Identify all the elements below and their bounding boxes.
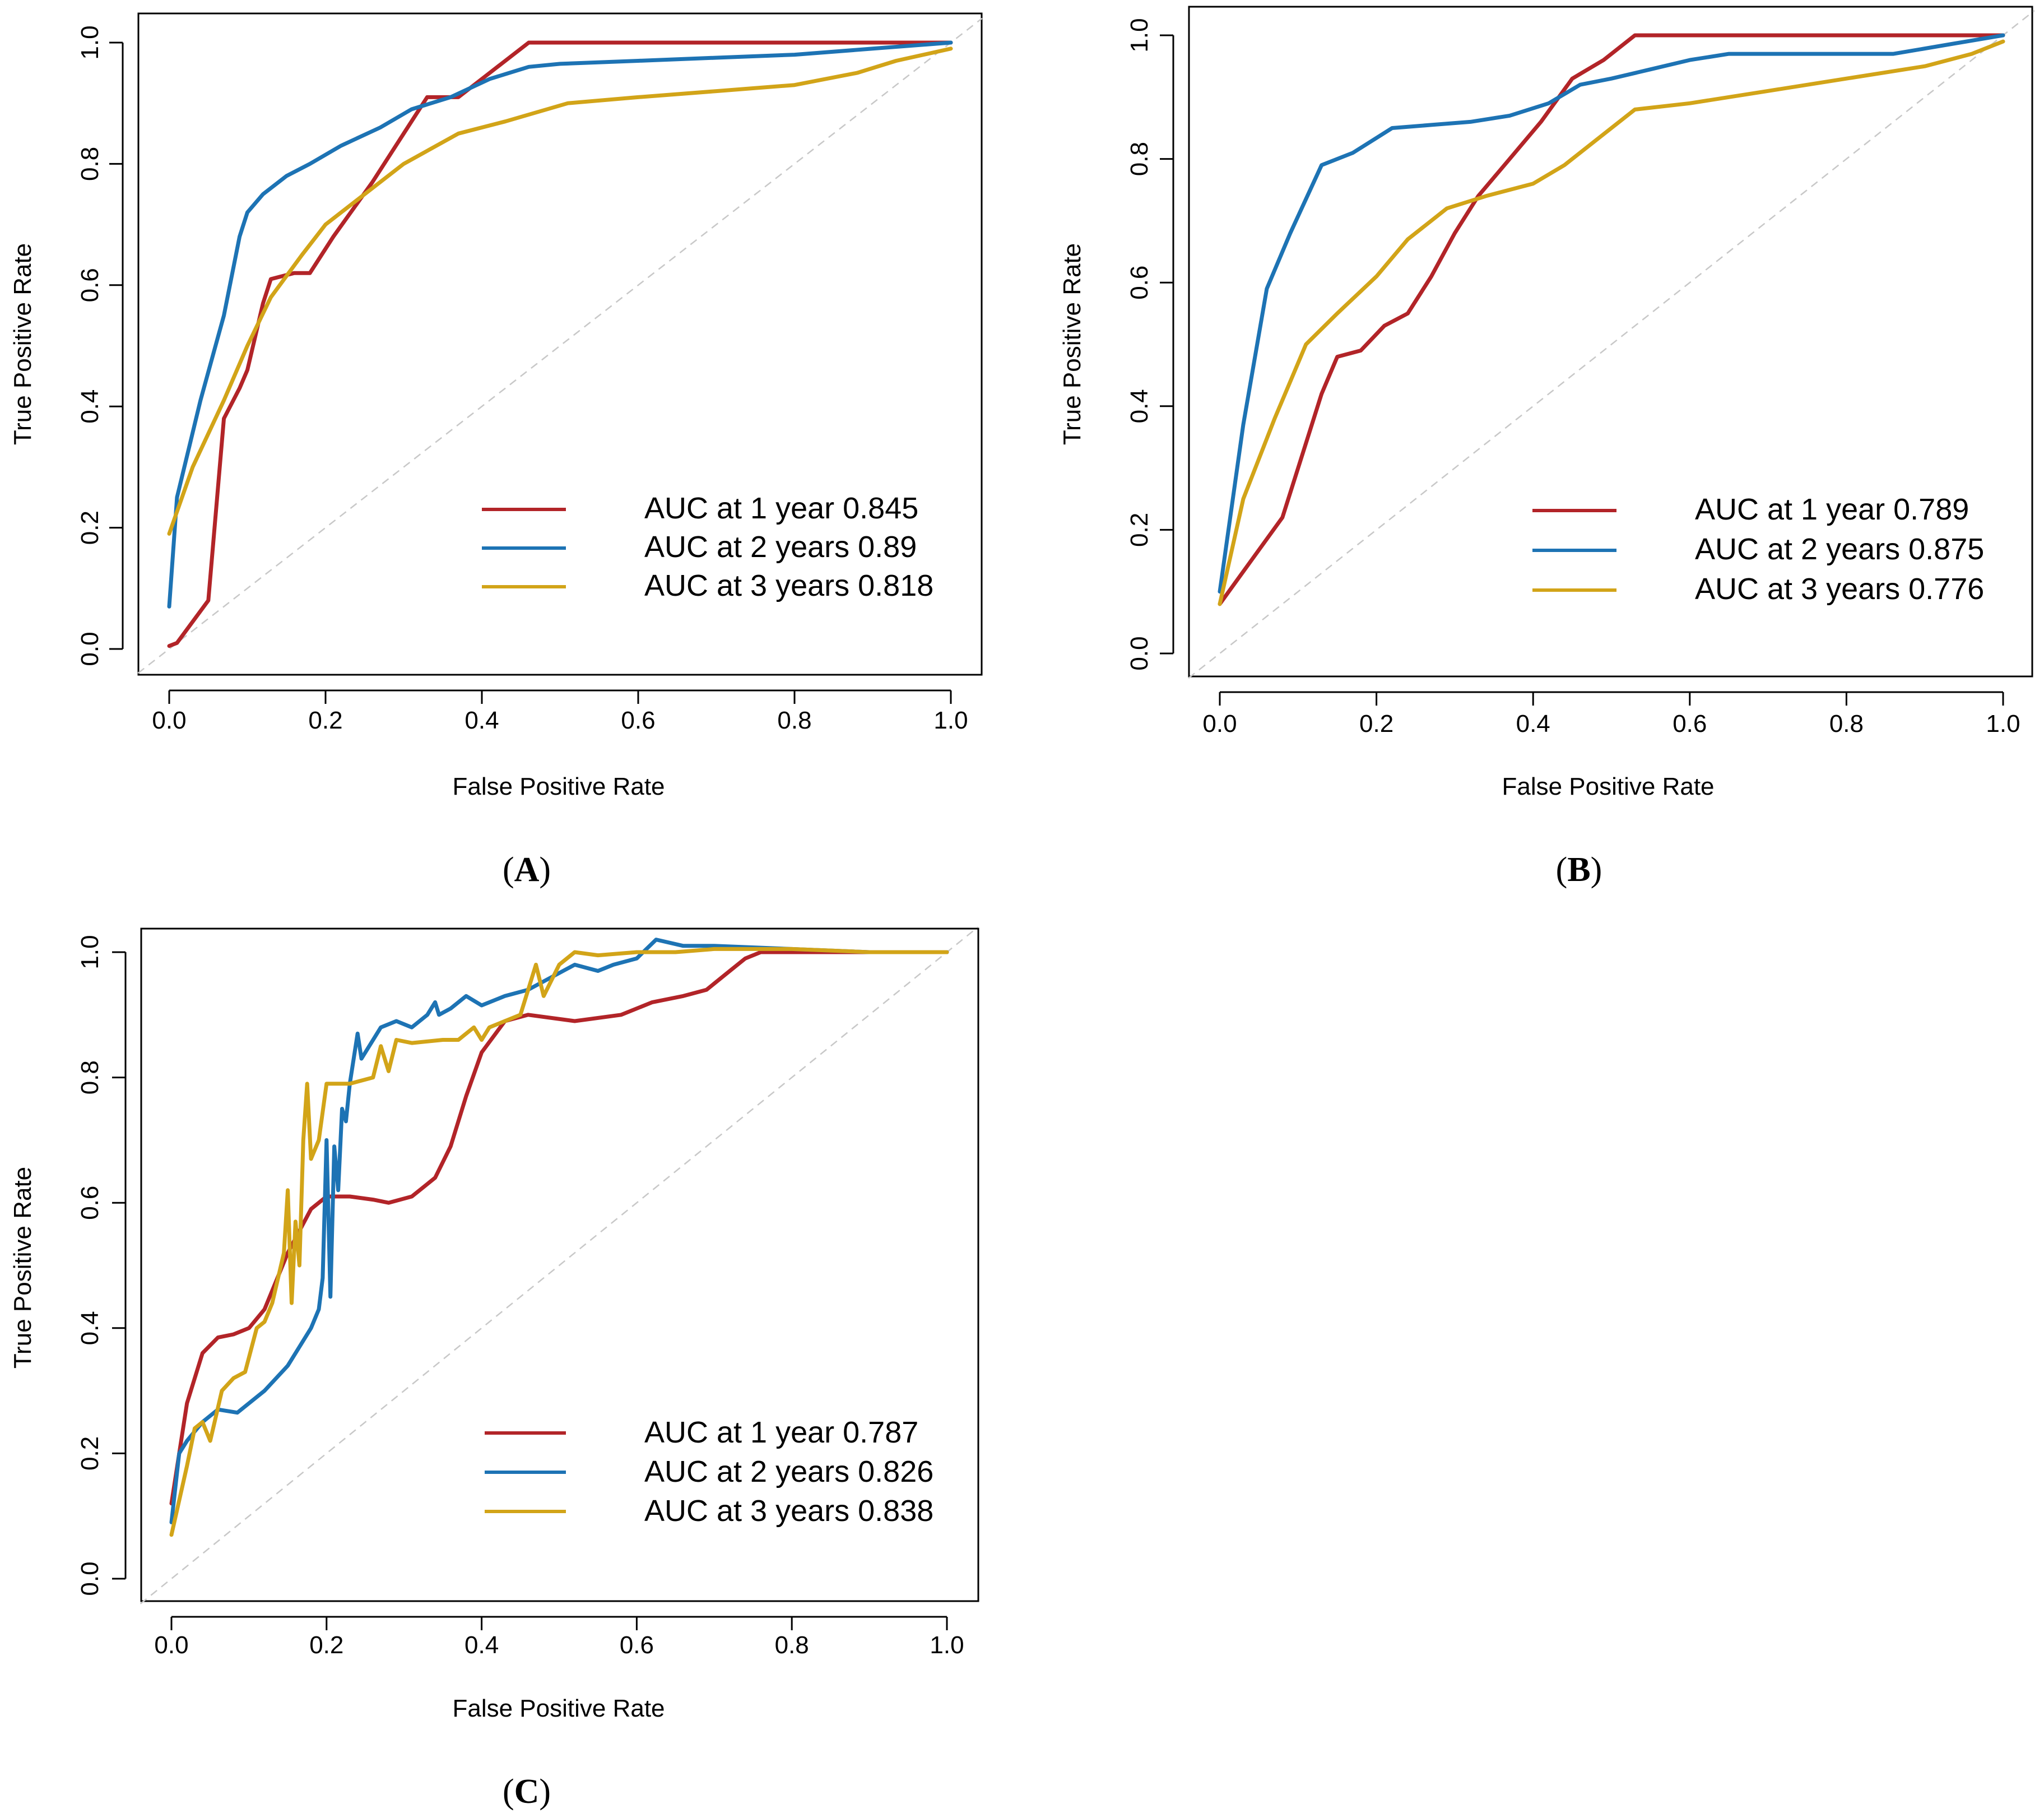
series-line-1-year <box>1218 33 2005 606</box>
x-tick-label: 0.2 <box>1359 710 1393 738</box>
y-tick-label: 0.4 <box>76 1311 104 1345</box>
x-tick-label: 1.0 <box>1986 710 2020 738</box>
y-tick-label: 0.0 <box>1126 636 1153 670</box>
series-layer <box>1218 33 2005 606</box>
x-axis: 0.0 0.2 0.4 0.6 0.8 1.0 <box>1202 691 2020 738</box>
x-tick-label: 0.6 <box>620 1631 654 1659</box>
x-axis-label: False Positive Rate <box>452 1695 665 1722</box>
legend-label-1-year: AUC at 1 year 0.845 <box>644 491 918 525</box>
y-tick-label: 0.6 <box>1126 266 1153 300</box>
x-tick-label: 0.6 <box>621 707 655 734</box>
y-tick-label: 0.2 <box>76 511 104 545</box>
x-tick-label: 0.2 <box>308 707 342 734</box>
plot-frame <box>1188 6 2033 678</box>
x-tick-label: 0.6 <box>1673 710 1707 738</box>
x-tick-label: 0.4 <box>464 707 499 734</box>
y-tick-label: 1.0 <box>76 935 104 969</box>
y-tick-label: 0.4 <box>76 389 104 424</box>
legend-label-3-years: AUC at 3 years 0.776 <box>1695 572 1984 606</box>
y-tick-label: 0.2 <box>1126 513 1153 547</box>
y-axis-label: True Positive Rate <box>9 1167 36 1369</box>
series-layer <box>169 938 949 1537</box>
x-tick-label: 0.4 <box>1516 710 1550 738</box>
series-line-1-year <box>169 950 949 1506</box>
panel-caption-c: (C) <box>503 1773 551 1811</box>
y-tick-label: 0.0 <box>76 632 104 666</box>
y-tick-label: 1.0 <box>1126 18 1153 52</box>
y-axis-label: True Positive Rate <box>1058 243 1086 445</box>
legend-label-2-years: AUC at 2 years 0.875 <box>1695 532 1984 566</box>
series-line-2-years <box>169 938 949 1524</box>
x-tick-label: 0.8 <box>775 1631 809 1659</box>
reference-diagonal <box>1188 10 2035 679</box>
x-tick-label: 0.0 <box>154 1631 188 1659</box>
y-tick-label: 0.0 <box>76 1561 104 1596</box>
x-axis-label: False Positive Rate <box>1502 773 1714 800</box>
y-axis: 0.0 0.2 0.4 0.6 0.8 1.0 <box>1126 18 1174 671</box>
legend-label-3-years: AUC at 3 years 0.838 <box>644 1494 933 1528</box>
panel-b: 0.0 0.2 0.4 0.6 0.8 1.0 0.0 0.2 0.4 0.6 0.8 1.0 Fa… <box>1058 6 2035 889</box>
y-tick-label: 0.8 <box>76 147 104 181</box>
panel-c: 0.0 0.2 0.4 0.6 0.8 1.0 0.0 0.2 0.4 0.6 0.8 1.0 Fa… <box>9 926 979 1811</box>
series-layer <box>167 40 953 648</box>
y-tick-label: 1.0 <box>76 25 104 59</box>
series-line-1-year <box>167 40 953 648</box>
series-line-2-years <box>167 40 953 609</box>
x-tick-label: 0.8 <box>1829 710 1864 738</box>
x-tick-label: 0.4 <box>464 1631 499 1659</box>
legend-label-3-years: AUC at 3 years 0.818 <box>644 569 933 602</box>
y-tick-label: 0.8 <box>1126 142 1153 176</box>
legend: AUC at 1 year 0.789 AUC at 2 years 0.875… <box>1532 493 1984 606</box>
plot-frame <box>137 12 983 676</box>
reference-diagonal <box>137 17 983 674</box>
plot-frame <box>140 927 979 1602</box>
series-line-3-years <box>1218 39 2005 606</box>
y-tick-label: 0.6 <box>76 1186 104 1220</box>
x-tick-label: 1.0 <box>930 1631 964 1659</box>
series-line-3-years <box>169 947 949 1537</box>
panel-caption-a: (A) <box>503 851 551 889</box>
series-line-3-years <box>167 47 953 536</box>
y-axis: 0.0 0.2 0.4 0.6 0.8 1.0 <box>76 25 124 666</box>
y-axis-label: True Positive Rate <box>9 243 36 445</box>
legend-label-2-years: AUC at 2 years 0.89 <box>644 530 917 564</box>
x-axis: 0.0 0.2 0.4 0.6 0.8 1.0 <box>154 1616 964 1659</box>
reference-diagonal <box>140 926 979 1604</box>
x-axis-label: False Positive Rate <box>452 773 665 800</box>
panel-a: 0.0 0.2 0.4 0.6 0.8 1.0 0.0 0.2 0.4 0.6 0.8 1.0 Fa… <box>9 12 983 889</box>
y-tick-label: 0.6 <box>76 268 104 302</box>
y-tick-label: 0.2 <box>76 1436 104 1471</box>
legend: AUC at 1 year 0.787 AUC at 2 years 0.826… <box>485 1416 933 1528</box>
legend: AUC at 1 year 0.845 AUC at 2 years 0.89 … <box>482 491 933 602</box>
y-tick-label: 0.4 <box>1126 389 1153 423</box>
legend-label-1-year: AUC at 1 year 0.787 <box>644 1416 918 1449</box>
y-axis: 0.0 0.2 0.4 0.6 0.8 1.0 <box>76 935 127 1596</box>
x-tick-label: 1.0 <box>933 707 968 734</box>
legend-label-2-years: AUC at 2 years 0.826 <box>644 1455 933 1488</box>
x-tick-label: 0.8 <box>777 707 811 734</box>
x-tick-label: 0.0 <box>1202 710 1237 738</box>
series-line-2-years <box>1218 33 2005 594</box>
x-axis: 0.0 0.2 0.4 0.6 0.8 1.0 <box>152 689 968 734</box>
legend-label-1-year: AUC at 1 year 0.789 <box>1695 493 1969 526</box>
x-tick-label: 0.0 <box>152 707 186 734</box>
panel-caption-b: (B) <box>1556 851 1602 889</box>
x-tick-label: 0.2 <box>309 1631 343 1659</box>
y-tick-label: 0.8 <box>76 1060 104 1094</box>
